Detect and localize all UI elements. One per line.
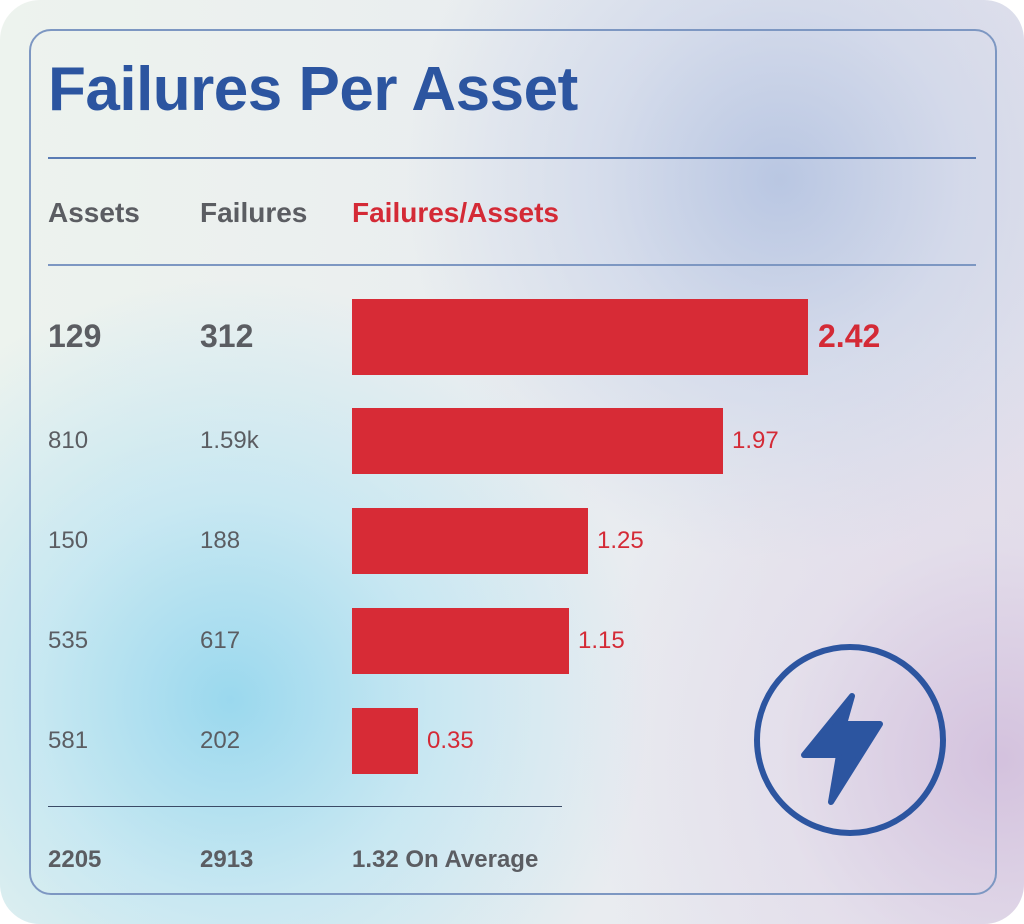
card-frame: [29, 29, 997, 895]
divider: [48, 264, 976, 266]
row-assets: 581: [48, 727, 89, 755]
header-assets: Assets: [48, 197, 140, 228]
bar-value-label: 1.15: [578, 627, 625, 655]
bar: [352, 408, 723, 474]
divider: [48, 806, 562, 807]
row-failures: 202: [200, 727, 241, 755]
row-failures: 188: [200, 527, 241, 555]
divider: [48, 157, 976, 159]
header-ratio: Failures/Assets: [352, 197, 559, 228]
bar-value-label: 1.25: [597, 527, 644, 555]
row-failures: 1.59k: [200, 427, 259, 455]
total-assets: 2205: [48, 846, 102, 873]
bar-value-label: 2.42: [818, 318, 881, 355]
bar-value-label: 0.35: [427, 727, 474, 755]
row-assets: 150: [48, 527, 89, 555]
row-assets: 810: [48, 427, 89, 455]
lightning-bolt-icon: [752, 642, 948, 843]
total-failures: 2913: [200, 846, 254, 873]
bar: [352, 508, 588, 574]
header-failures: Failures: [200, 197, 308, 228]
row-assets: 535: [48, 627, 89, 655]
row-failures: 312: [200, 318, 254, 355]
bar-value-label: 1.97: [732, 427, 779, 455]
bar: [352, 608, 569, 674]
page-title: Failures Per Asset: [48, 55, 578, 124]
bar: [352, 299, 808, 375]
row-assets: 129: [48, 318, 102, 355]
bar: [352, 708, 418, 774]
row-failures: 617: [200, 627, 241, 655]
average-ratio: 1.32 On Average: [352, 846, 539, 873]
